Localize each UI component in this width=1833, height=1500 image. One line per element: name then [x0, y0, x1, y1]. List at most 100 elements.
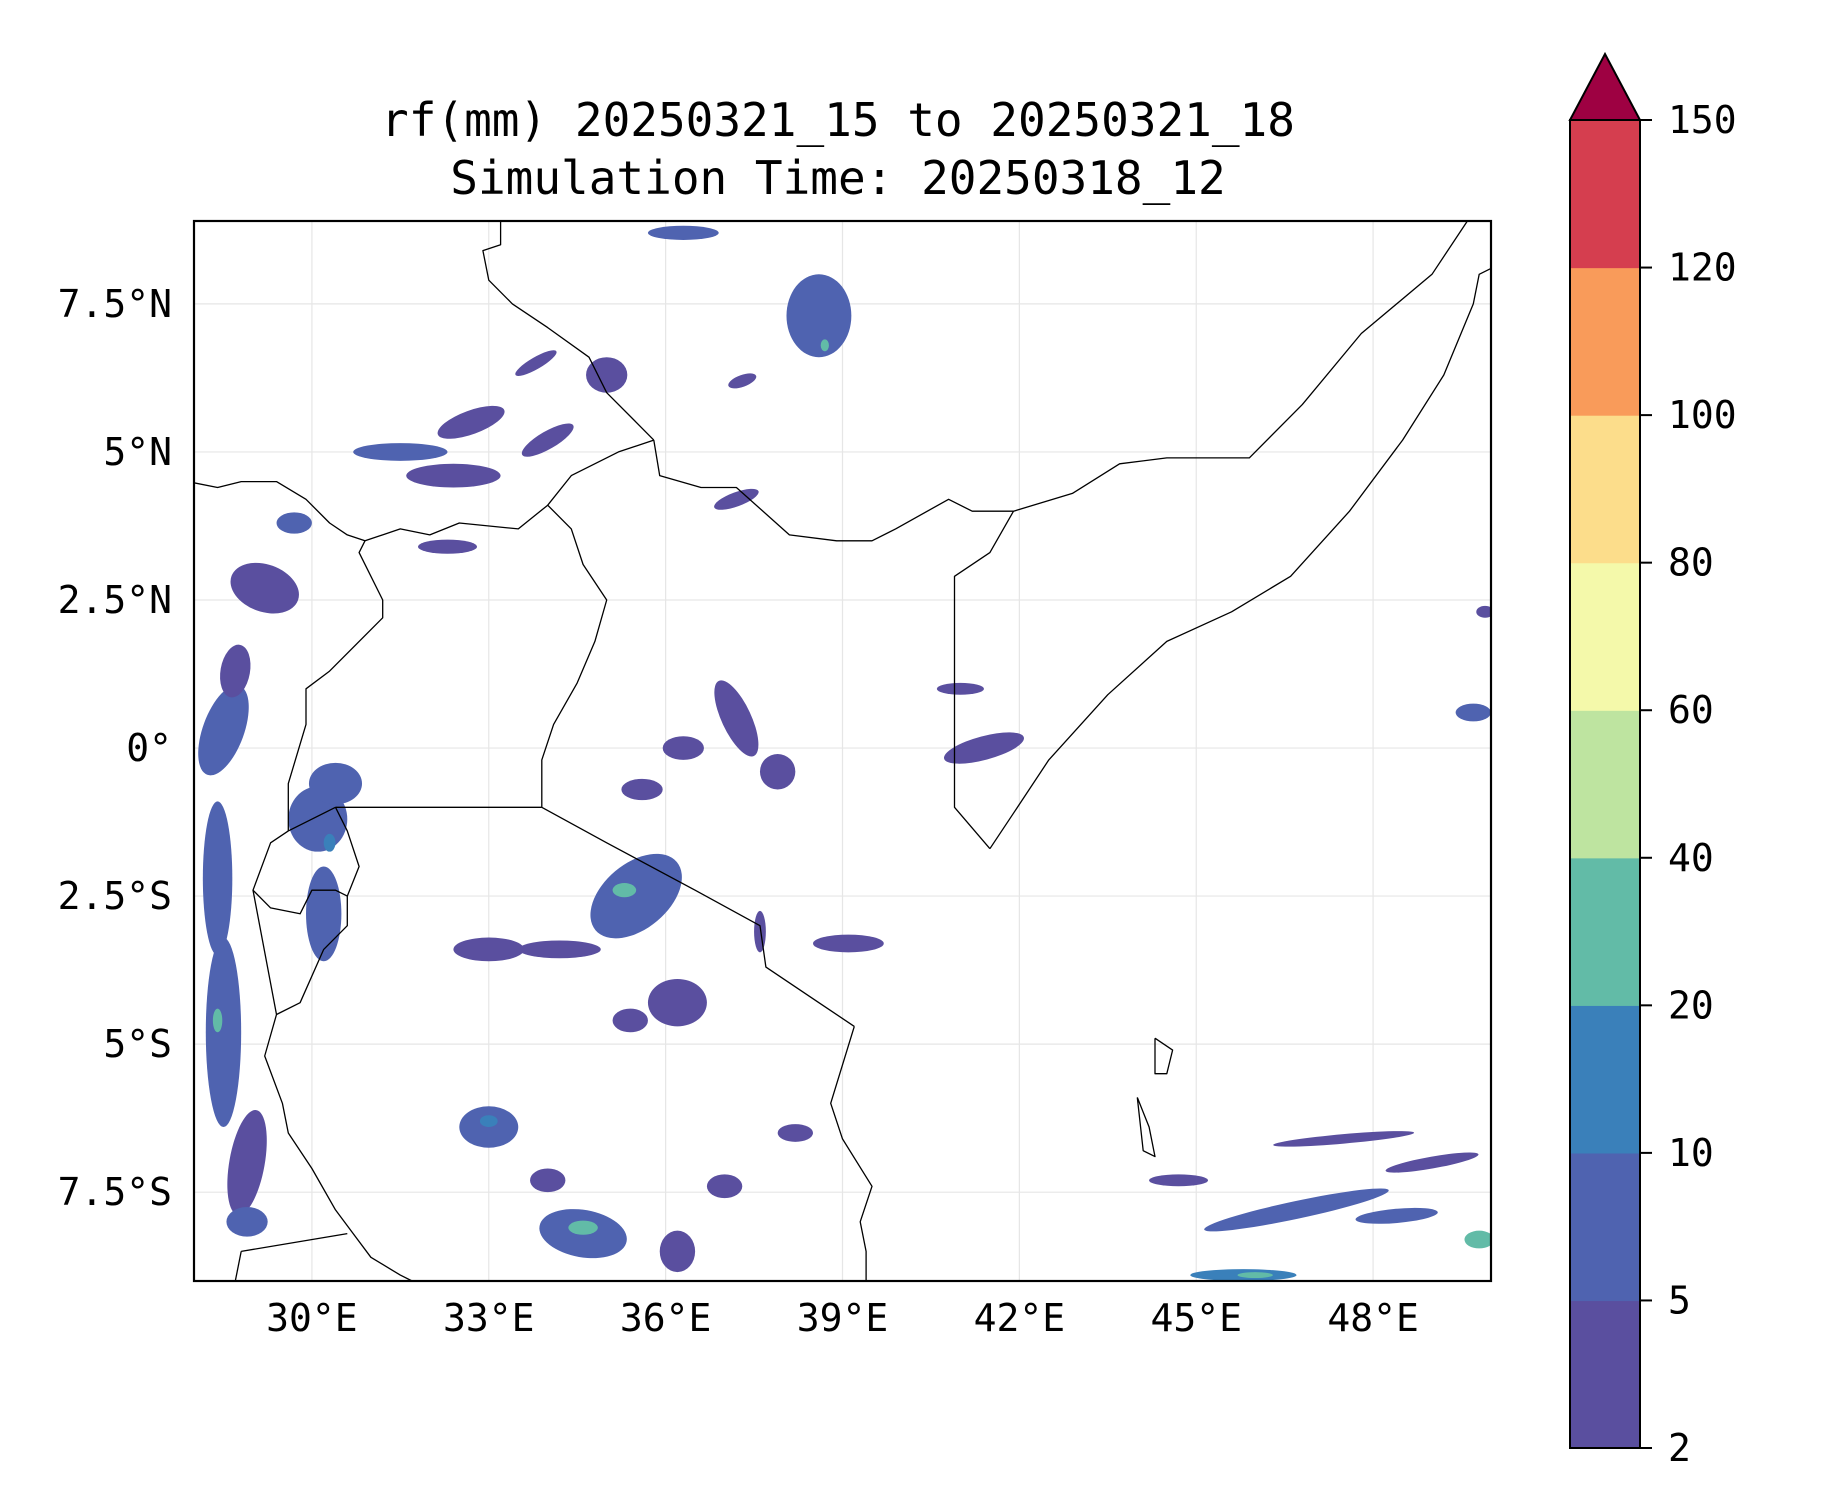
colorbar-tick-label: 150: [1668, 98, 1737, 142]
lat-tick-label: 2.5°S: [58, 874, 172, 918]
colorbar-ticks: 2 5 10 20 40 60 80 100 120 150: [1640, 98, 1737, 1470]
rain-patch: [306, 866, 342, 962]
colorbar-segment: [1570, 1152, 1640, 1302]
rain-patch: [944, 732, 1024, 764]
rainfall-layer: [198, 225, 1491, 1281]
lat-tick-label: 2.5°N: [58, 578, 172, 622]
rain-patch: [276, 512, 312, 534]
rain-patch: [936, 682, 984, 695]
colorbar-tick-label: 20: [1668, 983, 1714, 1027]
rain-patch: [479, 1115, 498, 1128]
rain-patch: [453, 937, 525, 962]
rain-patch: [754, 910, 766, 953]
border-line: [288, 806, 336, 832]
colorbar-segment: [1570, 415, 1640, 564]
longitude-ticks: 30°E 33°E 36°E 39°E 42°E 45°E 48°E: [266, 1296, 1419, 1340]
colorbar-segments: [1570, 120, 1640, 1449]
rain-patch: [518, 940, 601, 959]
border-line: [276, 807, 360, 1016]
rain-patch: [530, 1168, 566, 1193]
colorbar-tick-label: 40: [1668, 836, 1714, 880]
rain-patch: [612, 883, 637, 898]
rain-patch: [621, 778, 663, 801]
rain-patch: [612, 1008, 648, 1033]
lat-tick-label: 0°: [126, 726, 172, 770]
rain-patch: [706, 1174, 743, 1199]
lat-tick-label: 7.5°S: [58, 1170, 172, 1214]
colorbar-segment: [1570, 120, 1640, 269]
rain-patch: [521, 423, 574, 457]
colorbar-tick-label: 10: [1668, 1131, 1714, 1175]
rain-patch: [212, 1008, 223, 1033]
country-borders: [194, 221, 1491, 1281]
latitude-ticks: 7.5°N 5°N 2.5°N 0° 2.5°S 5°S 7.5°S: [58, 282, 172, 1214]
lon-tick-label: 39°E: [797, 1296, 889, 1340]
rain-patch: [714, 488, 759, 510]
lon-tick-label: 48°E: [1327, 1296, 1419, 1340]
border-line: [830, 1026, 873, 1281]
rain-patch: [659, 1230, 696, 1273]
border-line: [653, 439, 1014, 542]
map-title-line1: rf(mm) 20250321_15 to 20250321_18: [381, 93, 1295, 147]
border-line: [234, 1251, 242, 1281]
colorbar-tick-label: 100: [1668, 393, 1737, 437]
rain-patch: [590, 853, 682, 939]
colorbar-tick-label: 80: [1668, 541, 1714, 585]
colorbar-tick-label: 120: [1668, 246, 1737, 290]
rain-patch: [1355, 1207, 1438, 1224]
rain-patch: [1385, 1152, 1479, 1173]
rain-patch: [777, 1124, 814, 1142]
rain-patch: [515, 350, 557, 376]
rain-patch: [205, 937, 242, 1128]
colorbar-segment: [1570, 562, 1640, 711]
rain-patch: [820, 339, 829, 352]
rain-patch: [198, 685, 249, 776]
border-line: [287, 540, 384, 831]
rain-patch: [1273, 1131, 1415, 1147]
map-frame: [192, 219, 1493, 1283]
lon-tick-label: 30°E: [266, 1296, 358, 1340]
rain-patch: [323, 833, 336, 852]
rain-patch: [647, 978, 707, 1027]
rain-patch: [813, 934, 884, 953]
rain-patch: [1204, 1188, 1389, 1232]
rain-patch: [418, 539, 477, 554]
colorbar-tick-label: 5: [1668, 1278, 1691, 1322]
rain-patch: [586, 357, 628, 393]
rain-patch: [1476, 605, 1491, 618]
rain-patch: [714, 680, 759, 757]
border-line: [252, 889, 348, 915]
border-line: [953, 510, 1015, 850]
rain-patch: [202, 801, 233, 956]
rain-patch: [1455, 703, 1491, 722]
rain-patch: [759, 753, 796, 790]
lon-tick-label: 42°E: [974, 1296, 1066, 1340]
colorbar-segment: [1570, 857, 1640, 1006]
border-line: [989, 267, 1491, 850]
rain-patch: [437, 405, 505, 439]
colorbar-tick-label: 2: [1668, 1426, 1691, 1470]
colorbar: 2 5 10 20 40 60 80 100 120 150: [1568, 51, 1737, 1470]
colorbar-segment: [1570, 710, 1640, 859]
rain-patch: [1149, 1174, 1209, 1187]
colorbar-segment: [1570, 1005, 1640, 1154]
rain-patch: [220, 644, 251, 698]
rain-patch: [728, 373, 757, 389]
border-line: [482, 221, 655, 441]
rain-patch: [227, 1109, 267, 1216]
rain-patch: [786, 274, 852, 358]
rain-patch: [1237, 1272, 1273, 1279]
lat-tick-label: 5°N: [103, 430, 172, 474]
rain-patch: [459, 1106, 519, 1148]
rain-patch: [662, 736, 704, 760]
border-line: [194, 439, 655, 542]
rain-patch: [308, 762, 363, 805]
rain-patch: [568, 1220, 598, 1235]
colorbar-segment: [1570, 267, 1640, 416]
lat-tick-label: 5°S: [103, 1022, 172, 1066]
border-line: [252, 830, 289, 1015]
border-line: [241, 1232, 348, 1253]
colorbar-frame: [1569, 119, 1641, 1449]
rain-patch: [1464, 1230, 1491, 1249]
